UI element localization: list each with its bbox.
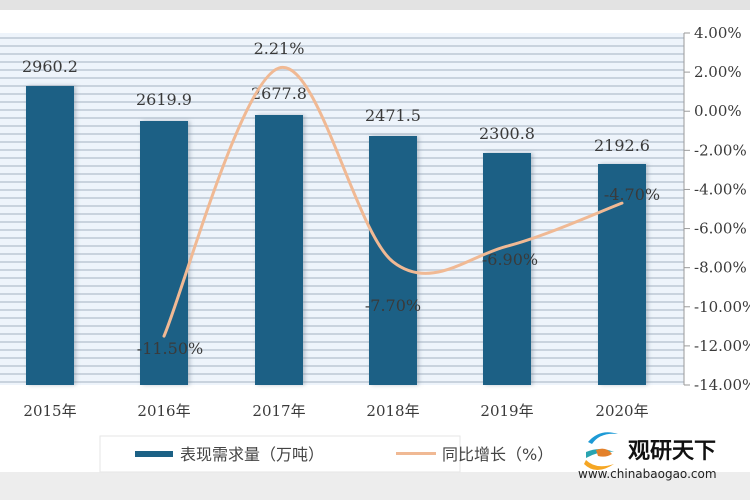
bar — [140, 121, 188, 385]
line-value-label: -11.50% — [137, 339, 203, 358]
right-axis-tick-label: -4.00% — [694, 180, 747, 198]
bar — [26, 86, 74, 385]
watermark-logo: 观研天下 www.chinabaogao.com — [578, 432, 717, 481]
right-axis-ticks: 4.00% 2.00% 0.00% -2.00% -4.00% -6.00% -8.00% -… — [684, 24, 750, 394]
logo-name: 观研天下 — [628, 439, 716, 464]
legend-bar-label: 表现需求量（万吨） — [180, 445, 324, 464]
category-label: 2015年 — [23, 402, 76, 420]
right-axis-tick-label: -14.00% — [694, 376, 750, 394]
bar-value-label: 2677.8 — [251, 84, 307, 103]
top-band — [0, 0, 750, 10]
growth-line — [162, 66, 624, 338]
right-axis-tick-label: -8.00% — [694, 259, 747, 277]
bar-value-label: 2960.2 — [22, 57, 78, 76]
right-axis-tick-label: 2.00% — [694, 63, 742, 81]
logo-url: www.chinabaogao.com — [578, 467, 717, 481]
right-axis-tick-label: 4.00% — [694, 24, 742, 42]
bar-value-label: 2300.8 — [479, 124, 535, 143]
category-label: 2020年 — [595, 402, 648, 420]
category-label: 2019年 — [480, 402, 533, 420]
bar-value-labels: 2960.2 2619.9 2677.8 2471.5 2300.8 2192.6 — [22, 57, 650, 155]
line-value-label: -6.90% — [482, 250, 538, 269]
bar-series — [26, 86, 646, 385]
plot-area — [0, 33, 684, 385]
line-value-label: -7.70% — [365, 296, 421, 315]
category-label: 2017年 — [252, 402, 305, 420]
right-axis-tick-label: -6.00% — [694, 220, 747, 238]
legend-line-label: 同比增长（%） — [442, 445, 553, 464]
legend-bar-swatch — [135, 451, 173, 457]
bar — [483, 153, 531, 385]
right-axis-tick-label: -10.00% — [694, 298, 750, 316]
logo-swirl-icon — [584, 432, 618, 470]
line-value-labels: -11.50% 2.21% -7.70% -6.90% -4.70% — [137, 39, 660, 358]
right-axis-tick-label: -2.00% — [694, 141, 747, 159]
bar — [598, 164, 646, 385]
legend-line-swatch — [396, 452, 436, 455]
line-value-label: 2.21% — [254, 39, 305, 58]
right-axis-tick-label: -12.00% — [694, 337, 750, 355]
bar — [255, 115, 303, 385]
category-label: 2016年 — [137, 402, 190, 420]
bottom-band — [0, 472, 750, 500]
line-value-label: -4.70% — [604, 185, 660, 204]
right-axis-tick-label: 0.00% — [694, 102, 742, 120]
category-label: 2018年 — [366, 402, 419, 420]
bar-value-label: 2619.9 — [136, 90, 192, 109]
bar-value-label: 2471.5 — [365, 106, 421, 125]
bar-value-label: 2192.6 — [594, 136, 650, 155]
x-axis-categories: 2015年 2016年 2017年 2018年 2019年 2020年 — [23, 402, 648, 420]
